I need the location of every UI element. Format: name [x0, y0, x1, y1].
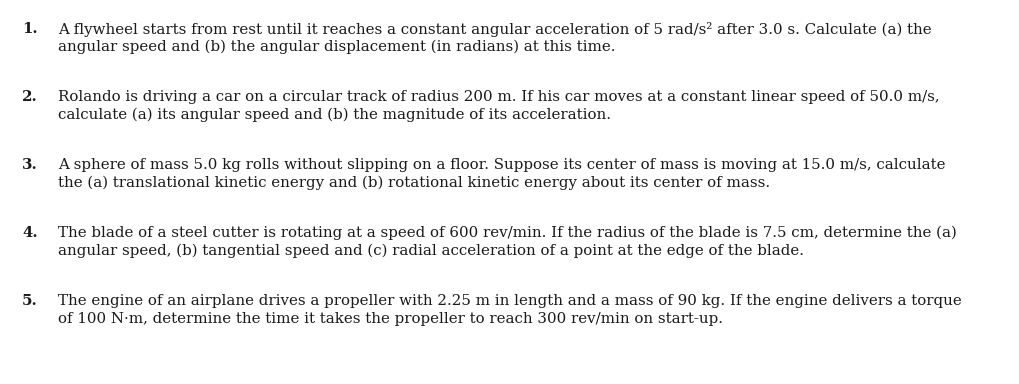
Text: calculate (a) its angular speed and (b) the magnitude of its acceleration.: calculate (a) its angular speed and (b) … [58, 108, 611, 122]
Text: A flywheel starts from rest until it reaches a constant angular acceleration of : A flywheel starts from rest until it rea… [58, 22, 931, 37]
Text: Rolando is driving a car on a circular track of radius 200 m. If his car moves a: Rolando is driving a car on a circular t… [58, 90, 940, 104]
Text: 5.: 5. [22, 294, 38, 308]
Text: The engine of an airplane drives a propeller with 2.25 m in length and a mass of: The engine of an airplane drives a prope… [58, 294, 962, 308]
Text: of 100 N·m, determine the time it takes the propeller to reach 300 rev/min on st: of 100 N·m, determine the time it takes … [58, 312, 723, 326]
Text: A sphere of mass 5.0 kg rolls without slipping on a floor. Suppose its center of: A sphere of mass 5.0 kg rolls without sl… [58, 158, 946, 172]
Text: 2.: 2. [22, 90, 38, 104]
Text: 4.: 4. [22, 226, 38, 240]
Text: The blade of a steel cutter is rotating at a speed of 600 rev/min. If the radius: The blade of a steel cutter is rotating … [58, 226, 957, 240]
Text: the (a) translational kinetic energy and (b) rotational kinetic energy about its: the (a) translational kinetic energy and… [58, 176, 770, 190]
Text: 1.: 1. [22, 22, 38, 36]
Text: angular speed, (b) tangential speed and (c) radial acceleration of a point at th: angular speed, (b) tangential speed and … [58, 244, 804, 258]
Text: 3.: 3. [22, 158, 38, 172]
Text: angular speed and (b) the angular displacement (in radians) at this time.: angular speed and (b) the angular displa… [58, 40, 615, 55]
